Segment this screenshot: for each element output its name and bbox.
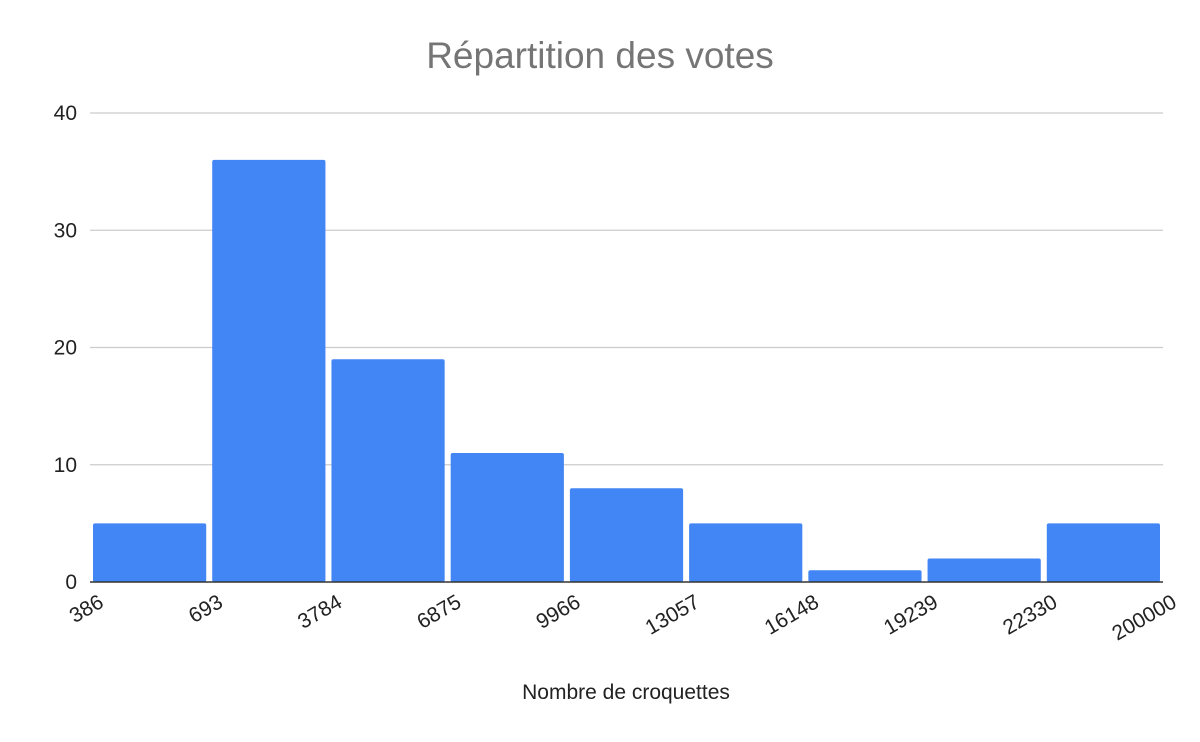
bar [689,523,803,582]
y-axis-ticks: 0 10 20 30 40 [54,102,77,594]
bar [927,558,1041,582]
x-tick-label: 9966 [532,590,584,633]
y-tick-label: 30 [54,219,77,242]
x-tick-label: 3784 [294,590,346,633]
x-axis-label: Nombre de croquettes [522,681,730,704]
x-tick-label: 6875 [413,590,465,633]
y-tick-label: 0 [65,571,77,594]
x-axis-ticks: 386 693 3784 6875 9966 13057 16148 19239 22330 20… [66,590,1181,645]
bars [93,159,1160,582]
x-tick-label: 13057 [642,590,704,639]
bar [450,453,564,582]
bar [93,523,207,582]
bar [331,359,445,582]
bar [808,570,922,582]
x-tick-label: 693 [185,590,227,627]
y-tick-label: 20 [54,337,77,360]
x-tick-label: 22330 [999,590,1061,639]
bar [212,159,326,582]
bar [1046,523,1160,582]
chart-title: Répartition des votes [426,35,774,76]
x-tick-label: 386 [66,590,108,627]
y-tick-label: 10 [54,454,77,477]
x-tick-label: 200000 [1108,590,1180,645]
x-tick-label: 16148 [761,590,823,639]
bar [569,488,684,582]
x-tick-label: 19239 [880,590,942,639]
y-tick-label: 40 [54,102,77,125]
